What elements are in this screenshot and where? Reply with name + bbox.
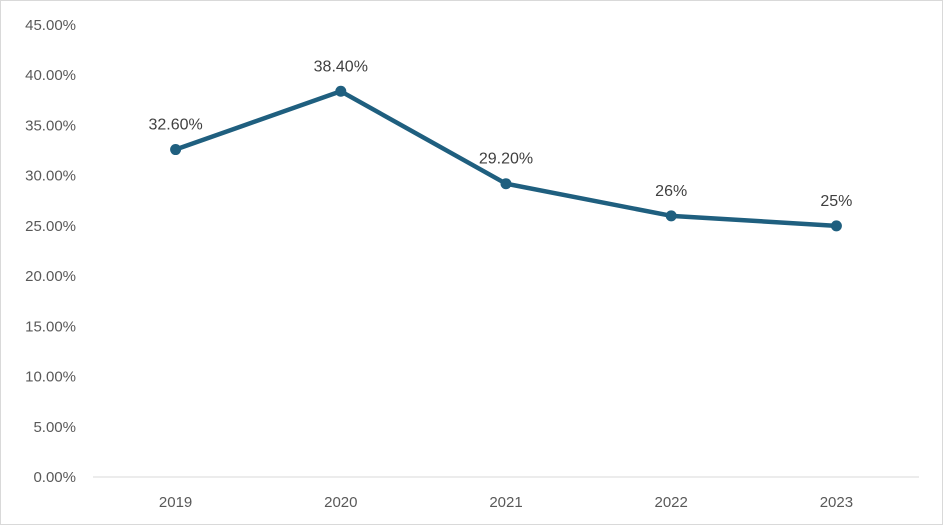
x-tick-label: 2021 <box>489 494 522 511</box>
y-tick-label: 20.00% <box>25 268 76 285</box>
y-tick-label: 0.00% <box>33 469 76 486</box>
data-point <box>170 144 182 156</box>
data-label: 25% <box>820 193 852 210</box>
data-point <box>830 220 842 232</box>
y-tick-label: 5.00% <box>33 419 76 436</box>
y-tick-label: 10.00% <box>25 369 76 386</box>
x-tick-label: 2023 <box>820 494 853 511</box>
data-point <box>500 178 512 190</box>
x-tick-label: 2020 <box>324 494 357 511</box>
y-tick-label: 45.00% <box>25 17 76 34</box>
data-label: 38.40% <box>314 58 368 75</box>
data-label: 32.60% <box>148 117 202 134</box>
data-label: 26% <box>655 183 687 200</box>
x-tick-label: 2022 <box>655 494 688 511</box>
y-tick-label: 40.00% <box>25 67 76 84</box>
y-tick-label: 25.00% <box>25 218 76 235</box>
data-point <box>665 210 677 222</box>
y-tick-label: 30.00% <box>25 168 76 185</box>
x-tick-label: 2019 <box>159 494 192 511</box>
data-label: 29.20% <box>479 151 533 168</box>
y-tick-label: 15.00% <box>25 318 76 335</box>
y-tick-label: 35.00% <box>25 117 76 134</box>
data-point <box>335 85 347 97</box>
